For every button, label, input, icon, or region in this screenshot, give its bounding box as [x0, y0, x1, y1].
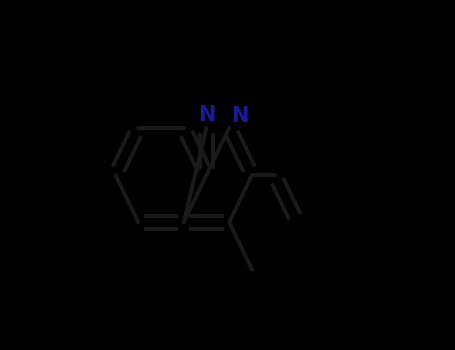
Text: N: N: [198, 105, 215, 125]
Text: N: N: [231, 106, 248, 126]
